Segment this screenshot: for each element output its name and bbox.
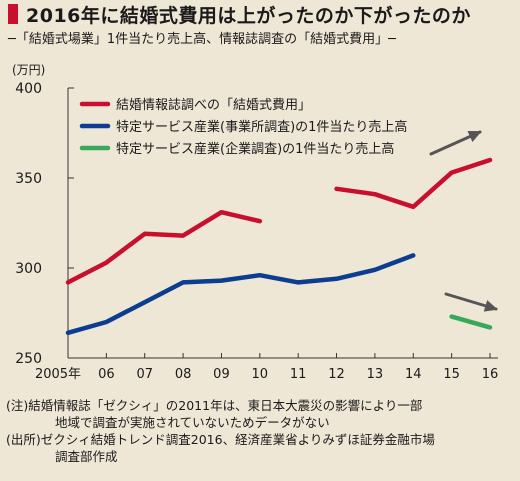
title-accent-mark — [8, 4, 18, 24]
arrow-head — [483, 300, 498, 312]
x-tick-label: 13 — [367, 367, 384, 382]
note-block: (注)結婚情報誌「ゼクシィ」の2011年は、東日本大震災の影響により一部 地域で… — [6, 397, 422, 431]
chart-series — [65, 157, 493, 336]
y-tick-label: 400 — [15, 81, 42, 97]
arrow-head — [467, 131, 482, 142]
y-axis-unit-label: (万円) — [12, 63, 45, 77]
source-block: (出所)ゼクシィ結婚トレンド調査2016、経済産業省よりみずほ証券金融市場 調査… — [6, 431, 435, 465]
note-line: (注)結婚情報誌「ゼクシィ」の2011年は、東日本大震災の影響により一部 — [6, 398, 423, 413]
title-bar: 2016年に結婚式費用は上がったのか下がったのか — [8, 2, 471, 27]
legend-label: 結婚情報誌調べの「結婚式費用」 — [116, 97, 311, 113]
x-tick-label: 10 — [252, 367, 269, 382]
x-tick-label: 06 — [98, 367, 115, 382]
x-tick-label: 09 — [213, 367, 230, 382]
chart-annotations — [429, 130, 498, 312]
x-tick-label: 16 — [482, 367, 499, 382]
legend-label: 特定サービス産業(企業調査)の1件当たり売上高 — [116, 141, 394, 157]
trend-arrow-up-icon — [429, 130, 482, 156]
x-tick-label: 2005年 — [35, 367, 81, 382]
series-line-1 — [334, 157, 493, 210]
chart-subtitle: ─「結婚式場業」1件当たり売上高、情報誌調査の「結婚式費用」─ — [8, 32, 396, 47]
note-line-continued: 地域で調査が実施されていないためデータがない — [55, 415, 330, 430]
y-tick-label: 250 — [15, 351, 42, 367]
x-tick-label: 12 — [328, 367, 345, 382]
series-line-1 — [65, 209, 263, 285]
chart-legend: 結婚情報誌調べの「結婚式費用」特定サービス産業(事業所調査)の1件当たり売上高特… — [79, 97, 407, 157]
series-line-3 — [449, 314, 493, 330]
y-tick-label: 300 — [15, 261, 42, 277]
legend-label: 特定サービス産業(事業所調査)の1件当たり売上高 — [116, 119, 407, 135]
series-line-2 — [65, 253, 416, 336]
x-tick-label: 07 — [136, 367, 153, 382]
x-tick-label: 15 — [443, 367, 460, 382]
chart-axes: (万円) 250 300 350 400 2005年 06 07 08 09 10 11 12 13 14 1… — [12, 63, 498, 382]
x-tick-label: 11 — [290, 367, 307, 382]
y-tick-label: 350 — [15, 171, 42, 187]
source-line: (出所)ゼクシィ結婚トレンド調査2016、経済産業省よりみずほ証券金融市場 — [6, 432, 435, 447]
x-tick-label: 08 — [175, 367, 192, 382]
trend-arrow-down-icon — [444, 292, 498, 312]
chart-title: 2016年に結婚式費用は上がったのか下がったのか — [26, 4, 471, 27]
x-tick-label: 14 — [405, 367, 422, 382]
source-line-continued: 調査部作成 — [55, 449, 118, 464]
